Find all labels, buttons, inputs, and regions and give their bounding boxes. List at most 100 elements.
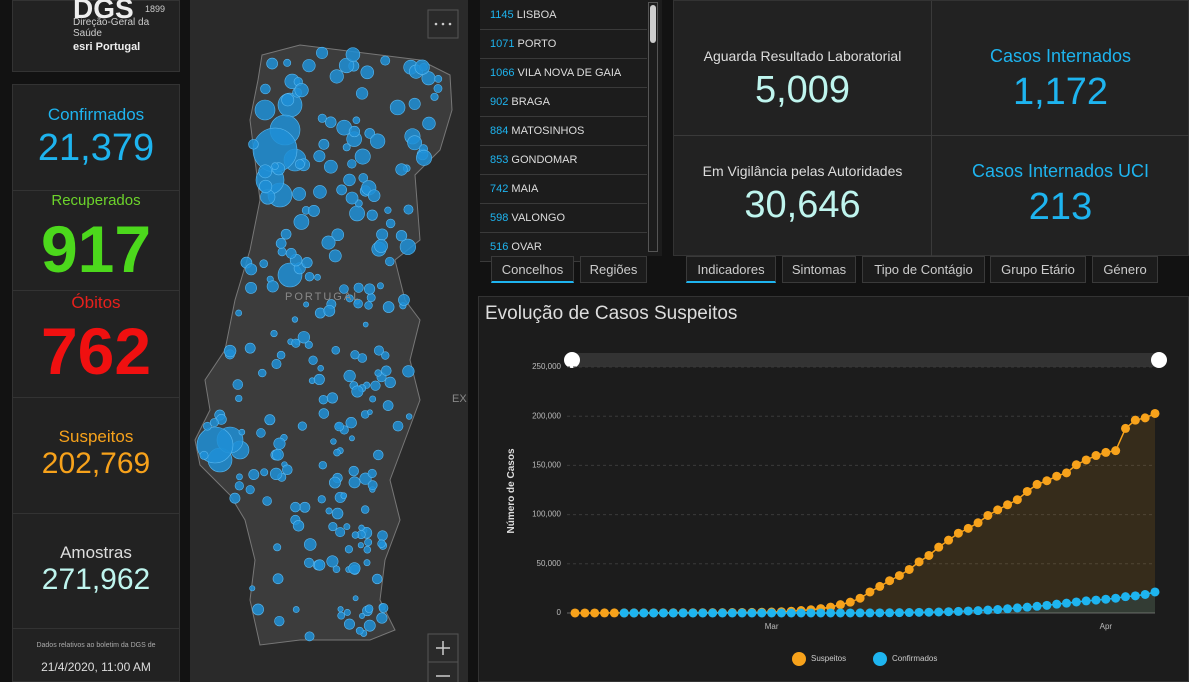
map-marker[interactable] <box>264 414 276 426</box>
map-marker[interactable] <box>382 301 395 313</box>
map-marker[interactable] <box>303 301 310 308</box>
map-marker[interactable] <box>363 545 372 554</box>
map-marker[interactable] <box>377 282 384 290</box>
map-marker[interactable] <box>235 309 243 317</box>
map-marker[interactable] <box>380 55 391 66</box>
map-marker[interactable] <box>275 238 287 249</box>
map-marker[interactable] <box>367 480 378 491</box>
map-marker[interactable] <box>369 395 377 403</box>
map-marker[interactable] <box>328 249 342 263</box>
range-slider[interactable] <box>572 353 1160 367</box>
map-marker[interactable] <box>363 619 376 632</box>
map-marker[interactable] <box>344 545 353 554</box>
map-marker[interactable] <box>303 538 317 551</box>
map-marker[interactable] <box>337 606 344 613</box>
map-marker[interactable] <box>271 162 279 170</box>
map-marker[interactable] <box>374 239 388 253</box>
map-marker[interactable] <box>336 184 348 196</box>
map-marker[interactable] <box>363 559 371 567</box>
list-row[interactable]: 1071 PORTO <box>480 30 647 59</box>
map-marker[interactable] <box>349 435 355 442</box>
map-marker[interactable] <box>301 257 313 269</box>
map-marker[interactable] <box>430 92 439 101</box>
map-marker[interactable] <box>366 209 378 221</box>
map-marker[interactable] <box>245 282 257 294</box>
map-marker[interactable] <box>395 230 408 242</box>
map-marker[interactable] <box>364 283 376 295</box>
list-row[interactable]: 902 BRAGA <box>480 88 647 117</box>
map-marker[interactable] <box>326 392 338 404</box>
map-marker[interactable] <box>367 189 381 202</box>
map-marker[interactable] <box>382 400 394 411</box>
map-marker[interactable] <box>282 464 293 475</box>
map-marker[interactable] <box>405 413 413 420</box>
map-marker[interactable] <box>343 523 351 531</box>
zoom-out[interactable] <box>427 661 459 682</box>
map-marker[interactable] <box>403 204 414 215</box>
map-marker[interactable] <box>318 395 329 405</box>
map-marker[interactable] <box>373 345 384 356</box>
map-marker[interactable] <box>352 595 359 602</box>
map-marker[interactable] <box>259 179 273 193</box>
map-marker[interactable] <box>304 271 315 282</box>
map-marker[interactable] <box>229 492 241 504</box>
map-marker[interactable] <box>324 159 338 174</box>
map-marker[interactable] <box>414 59 430 75</box>
map-marker[interactable] <box>245 263 258 276</box>
map-marker[interactable] <box>294 159 305 170</box>
map-marker[interactable] <box>313 373 325 385</box>
map-marker[interactable] <box>395 163 408 176</box>
map-marker[interactable] <box>269 467 283 481</box>
slider-handle[interactable] <box>1151 352 1167 368</box>
more-button[interactable] <box>427 9 459 39</box>
map-marker[interactable] <box>258 164 273 179</box>
tab[interactable]: Indicadores <box>686 256 776 283</box>
map-marker[interactable] <box>354 148 371 165</box>
map-marker[interactable] <box>272 573 284 585</box>
map-marker[interactable] <box>272 448 284 461</box>
map-marker[interactable] <box>270 329 278 338</box>
map-marker[interactable] <box>357 542 364 549</box>
map-marker[interactable] <box>407 135 423 151</box>
map-marker[interactable] <box>238 428 246 436</box>
map-marker[interactable] <box>280 228 292 240</box>
map-marker[interactable] <box>266 57 278 70</box>
map-marker[interactable] <box>317 495 326 504</box>
map-marker[interactable] <box>248 469 260 481</box>
map-marker[interactable] <box>408 97 421 110</box>
map-marker[interactable] <box>304 557 315 568</box>
map-marker[interactable] <box>252 603 264 616</box>
map-marker[interactable] <box>376 228 389 241</box>
map-marker[interactable] <box>234 481 244 491</box>
map-marker[interactable] <box>331 346 341 355</box>
map-marker[interactable] <box>358 524 365 531</box>
map-marker[interactable] <box>362 321 369 328</box>
map-marker[interactable] <box>274 615 285 627</box>
map-marker[interactable] <box>276 350 286 360</box>
map-marker[interactable] <box>308 204 320 217</box>
map-marker[interactable] <box>262 496 272 506</box>
map-marker[interactable] <box>384 376 396 388</box>
map-marker[interactable] <box>348 465 359 477</box>
map-marker[interactable] <box>337 611 346 620</box>
map-marker[interactable] <box>260 468 269 477</box>
map-marker[interactable] <box>348 125 361 138</box>
map-marker[interactable] <box>433 84 443 93</box>
map-marker[interactable] <box>353 298 363 309</box>
map-marker[interactable] <box>313 185 327 199</box>
map-marker[interactable] <box>313 150 326 163</box>
map-marker[interactable] <box>297 331 311 344</box>
map-marker[interactable] <box>203 421 212 431</box>
map-marker[interactable] <box>360 505 370 514</box>
map-marker[interactable] <box>353 282 364 293</box>
map-marker[interactable] <box>340 492 348 499</box>
map-marker[interactable] <box>366 293 376 303</box>
tab[interactable]: Grupo Etário <box>990 256 1086 283</box>
map-marker[interactable] <box>325 507 333 515</box>
map-marker[interactable] <box>372 573 383 585</box>
list-row[interactable]: 884 MATOSINHOS <box>480 117 647 146</box>
map-marker[interactable] <box>377 530 388 541</box>
map-marker[interactable] <box>321 235 336 250</box>
map-marker[interactable] <box>389 99 406 116</box>
map-marker[interactable] <box>290 501 301 513</box>
